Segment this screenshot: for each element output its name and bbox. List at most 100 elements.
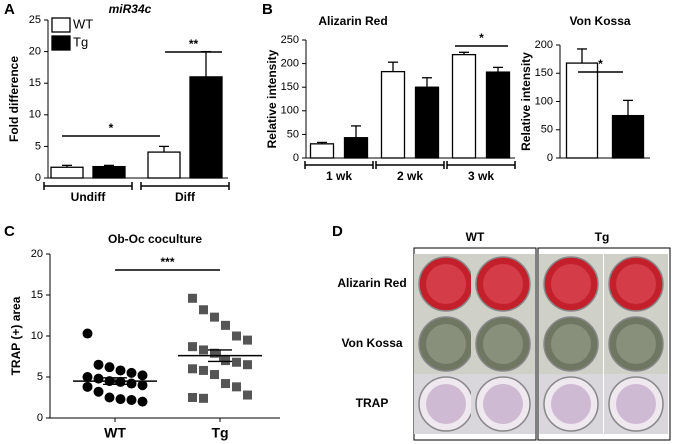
bar	[309, 143, 335, 159]
point	[82, 381, 93, 392]
well-stain	[426, 384, 466, 424]
panel-letter: D	[332, 223, 343, 240]
point	[221, 356, 230, 366]
point	[199, 365, 208, 375]
chart-title: miR34c	[109, 2, 152, 16]
well-stain	[616, 264, 656, 304]
panel-letter: A	[4, 1, 15, 18]
bar	[414, 86, 440, 159]
panel-letter: B	[262, 1, 273, 18]
point	[221, 379, 230, 389]
significance-label: **	[189, 37, 199, 51]
y-tick-label: 150	[535, 67, 553, 79]
y-tick-label: 200	[535, 39, 553, 51]
point	[210, 370, 219, 380]
y-tick-label: 150	[281, 81, 299, 93]
point	[104, 392, 115, 403]
point	[221, 320, 230, 330]
point	[199, 393, 208, 403]
well-stain	[426, 324, 466, 364]
point	[243, 335, 252, 345]
x-tick-label: 2 wk	[397, 169, 423, 183]
y-tick-label: 10	[31, 330, 43, 342]
y-tick-label: 0	[35, 172, 41, 184]
well-images: WT Tg Alizarin Red Von Kossa TRAP	[337, 230, 671, 441]
x-tick-label: Undiff	[71, 190, 107, 204]
y-tick-label: 20	[31, 248, 43, 260]
y-axis-label: Fold difference	[7, 56, 21, 142]
bar	[92, 165, 126, 179]
bar	[451, 53, 477, 159]
point	[232, 357, 241, 367]
well-stain	[483, 384, 523, 424]
well-stain	[551, 264, 591, 304]
point	[93, 386, 104, 397]
chart-title: Alizarin Red	[318, 14, 387, 28]
point	[93, 373, 104, 384]
x-tick-label: 1 wk	[326, 169, 352, 183]
chart-title: Von Kossa	[569, 14, 630, 28]
row-label: Alizarin Red	[337, 276, 406, 290]
point	[210, 348, 219, 358]
y-tick-label: 250	[281, 34, 299, 46]
y-tick-label: 15	[29, 77, 41, 89]
legend-swatch	[51, 17, 71, 33]
panel-letter: C	[4, 223, 15, 240]
column-label: WT	[466, 230, 485, 244]
point	[126, 394, 137, 405]
point	[137, 380, 148, 391]
point	[93, 359, 104, 370]
y-tick-label: 0	[37, 412, 43, 424]
bar	[50, 166, 84, 179]
point	[104, 362, 115, 373]
y-tick-label: 5	[35, 140, 41, 152]
legend-label: Tg	[73, 34, 88, 49]
x-tick-label: WT	[104, 425, 126, 441]
y-tick-label: 0	[293, 152, 299, 164]
well-stain	[551, 384, 591, 424]
y-tick-label: 5	[37, 371, 43, 383]
bar	[565, 62, 599, 159]
significance-label: *	[479, 31, 484, 45]
bar	[147, 151, 181, 179]
point	[232, 382, 241, 392]
point	[199, 305, 208, 315]
y-tick-label: 10	[29, 109, 41, 121]
significance-label: ***	[160, 255, 174, 269]
point	[199, 345, 208, 355]
point	[232, 331, 241, 341]
row-label: TRAP	[356, 396, 389, 410]
point	[137, 396, 148, 407]
well-stain	[551, 324, 591, 364]
point	[188, 342, 197, 352]
bar	[611, 114, 645, 159]
column-label: Tg	[595, 230, 610, 244]
y-tick-label: 50	[287, 128, 299, 140]
significance-label: *	[598, 57, 603, 71]
well-stain	[483, 264, 523, 304]
point	[82, 372, 93, 382]
point	[115, 365, 126, 376]
point	[188, 364, 197, 374]
bar	[189, 76, 223, 179]
bar	[343, 137, 369, 159]
point	[126, 367, 137, 378]
row-label: Von Kossa	[341, 336, 402, 350]
well-stain	[616, 384, 656, 424]
y-axis-label: Relative intensity	[519, 52, 533, 151]
point	[188, 293, 197, 303]
image-frame	[537, 247, 671, 441]
point	[243, 360, 252, 370]
legend-swatch	[51, 35, 71, 51]
well-stain	[426, 264, 466, 304]
bar	[485, 71, 511, 159]
point	[115, 394, 126, 405]
y-tick-label: 50	[541, 124, 553, 136]
well-stain	[483, 324, 523, 364]
x-tick-label: Tg	[211, 425, 228, 441]
y-tick-label: 20	[29, 46, 41, 58]
y-tick-label: 25	[29, 14, 41, 26]
well-stain	[616, 324, 656, 364]
y-tick-label: 100	[281, 105, 299, 117]
point	[188, 393, 197, 402]
